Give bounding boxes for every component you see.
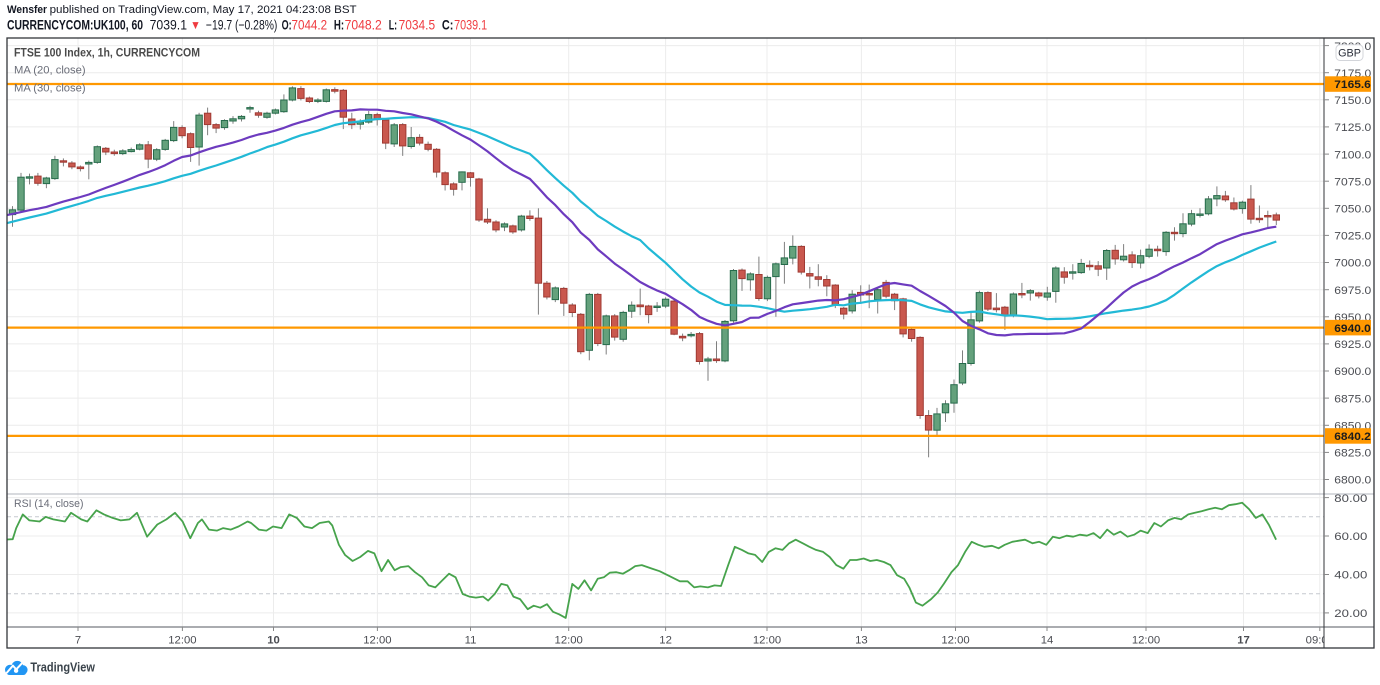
svg-text:C:: C: — [442, 18, 454, 33]
svg-text:published on TradingView.com,: published on TradingView.com, May 17, 20… — [50, 4, 357, 16]
svg-text:11: 11 — [465, 635, 477, 647]
svg-text:7150.0: 7150.0 — [1334, 95, 1371, 107]
svg-text:12: 12 — [659, 635, 672, 647]
svg-text:Wensfer: Wensfer — [7, 4, 48, 16]
svg-text:7050.0: 7050.0 — [1334, 204, 1371, 216]
svg-text:RSI (14, close): RSI (14, close) — [14, 498, 84, 510]
svg-text:7025.0: 7025.0 — [1334, 231, 1371, 243]
svg-text:6800.0: 6800.0 — [1334, 475, 1371, 487]
svg-text:O:: O: — [282, 18, 292, 33]
svg-text:6825.0: 6825.0 — [1334, 448, 1371, 460]
svg-text:MA (30, close): MA (30, close) — [14, 83, 86, 95]
svg-text:CURRENCYCOM:UK100, 60: CURRENCYCOM:UK100, 60 — [7, 18, 143, 33]
svg-text:14: 14 — [1041, 635, 1054, 647]
svg-text:6940.0: 6940.0 — [1334, 323, 1371, 335]
svg-text:MA (20, close): MA (20, close) — [14, 65, 86, 77]
svg-text:TradingView: TradingView — [30, 660, 95, 675]
svg-text:7039.1: 7039.1 — [454, 18, 487, 33]
svg-text:12:00: 12:00 — [555, 635, 583, 647]
svg-text:6840.2: 6840.2 — [1334, 431, 1371, 443]
svg-text:7125.0: 7125.0 — [1334, 122, 1371, 134]
svg-text:10: 10 — [267, 635, 280, 647]
svg-text:L:: L: — [389, 18, 397, 33]
svg-text:7039.1: 7039.1 — [150, 18, 187, 33]
svg-text:80.00: 80.00 — [1334, 493, 1367, 505]
svg-text:60.00: 60.00 — [1334, 531, 1367, 543]
svg-text:6875.0: 6875.0 — [1334, 393, 1371, 405]
svg-text:▼: ▼ — [190, 18, 201, 32]
svg-text:12:00: 12:00 — [941, 635, 969, 647]
svg-text:40.00: 40.00 — [1334, 570, 1367, 582]
svg-text:7: 7 — [75, 635, 81, 647]
svg-text:7044.2: 7044.2 — [292, 18, 328, 33]
svg-text:12:00: 12:00 — [753, 635, 781, 647]
svg-text:−19.7 (−0.28%): −19.7 (−0.28%) — [206, 18, 278, 33]
svg-text:12:00: 12:00 — [168, 635, 196, 647]
svg-text:20.00: 20.00 — [1334, 608, 1367, 620]
svg-text:12:00: 12:00 — [1132, 635, 1160, 647]
svg-text:7100.0: 7100.0 — [1334, 149, 1371, 161]
svg-text:09:00: 09:00 — [1306, 635, 1334, 647]
svg-text:7075.0: 7075.0 — [1334, 176, 1371, 188]
svg-text:6900.0: 6900.0 — [1334, 366, 1371, 378]
svg-text:7034.5: 7034.5 — [399, 18, 436, 33]
svg-text:17: 17 — [1237, 635, 1250, 647]
svg-text:7000.0: 7000.0 — [1334, 258, 1371, 270]
svg-text:7048.2: 7048.2 — [345, 18, 382, 33]
svg-text:GBP: GBP — [1338, 47, 1361, 59]
svg-text:7165.6: 7165.6 — [1334, 79, 1371, 91]
svg-text:FTSE 100 Index, 1h, CURRENCYCO: FTSE 100 Index, 1h, CURRENCYCOM — [14, 48, 200, 60]
svg-text:13: 13 — [855, 635, 868, 647]
svg-text:12:00: 12:00 — [363, 635, 391, 647]
svg-text:6925.0: 6925.0 — [1334, 339, 1371, 351]
svg-text:6975.0: 6975.0 — [1334, 285, 1371, 297]
svg-text:H:: H: — [334, 18, 344, 33]
